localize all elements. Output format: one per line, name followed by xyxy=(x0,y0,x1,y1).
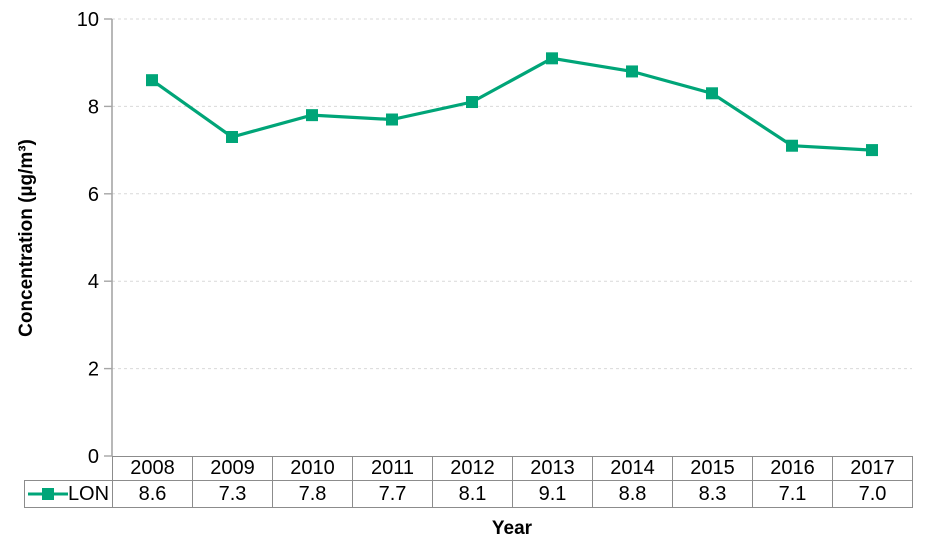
value-cell-2013: 9.1 xyxy=(512,480,593,508)
data-point-LON-2013 xyxy=(546,52,558,65)
x-axis-title: Year xyxy=(491,518,533,539)
data-point-LON-2009 xyxy=(226,130,238,143)
value-cell-2010: 7.8 xyxy=(272,480,353,508)
table-header-row: 2008 2009 2010 2011 2012 2013 2014 2015 2016 2017 xyxy=(25,456,913,481)
table-series-row: LON 8.6 7.3 7.8 7.7 8.1 9.1 8.8 8.3 7.1 7.0 xyxy=(24,480,913,508)
data-table: 2008 2009 2010 2011 2012 2013 2014 2015 2016 2017… xyxy=(24,456,913,508)
year-header-2015: 2015 xyxy=(672,456,753,481)
data-point-LON-2017 xyxy=(866,144,878,157)
y-tick-label-4: 4 xyxy=(88,271,99,293)
y-tick-label-0: 0 xyxy=(88,446,99,468)
year-header-2011: 2011 xyxy=(352,456,433,481)
y-tick-label-2: 2 xyxy=(88,359,99,381)
y-axis-title: Concentration (µg/m³) xyxy=(16,139,37,337)
year-header-2012: 2012 xyxy=(432,456,513,481)
value-cell-2014: 8.8 xyxy=(592,480,673,508)
year-header-2009: 2009 xyxy=(192,456,273,481)
value-cell-2012: 8.1 xyxy=(432,480,513,508)
year-header-2016: 2016 xyxy=(752,456,833,481)
value-cell-2009: 7.3 xyxy=(192,480,273,508)
year-header-2014: 2014 xyxy=(592,456,673,481)
year-header-2010: 2010 xyxy=(272,456,353,481)
data-point-LON-2016 xyxy=(786,139,798,152)
series-line-LON xyxy=(151,56,873,152)
legend-cell: LON xyxy=(24,480,113,508)
y-tick-label-8: 8 xyxy=(88,96,99,118)
value-cell-2016: 7.1 xyxy=(752,480,833,508)
table-blank-corner xyxy=(25,457,113,481)
legend-line-marker-icon xyxy=(27,488,68,500)
data-point-LON-2015 xyxy=(706,87,718,100)
data-point-LON-2014 xyxy=(626,65,638,78)
value-cell-2008: 8.6 xyxy=(112,480,193,508)
value-cell-2015: 8.3 xyxy=(672,480,753,508)
legend-series-label: LON xyxy=(67,482,110,505)
data-point-LON-2011 xyxy=(386,113,398,126)
year-header-2017: 2017 xyxy=(832,456,913,481)
value-cell-2017: 7.0 xyxy=(832,480,913,508)
year-header-2008: 2008 xyxy=(112,456,193,481)
y-tick-label-6: 6 xyxy=(88,184,99,206)
data-point-LON-2010 xyxy=(306,109,318,122)
value-cell-2011: 7.7 xyxy=(352,480,433,508)
year-header-2013: 2013 xyxy=(512,456,593,481)
y-tick-label-10: 10 xyxy=(77,9,99,31)
data-point-LON-2012 xyxy=(466,96,478,109)
data-point-LON-2008 xyxy=(146,74,158,87)
